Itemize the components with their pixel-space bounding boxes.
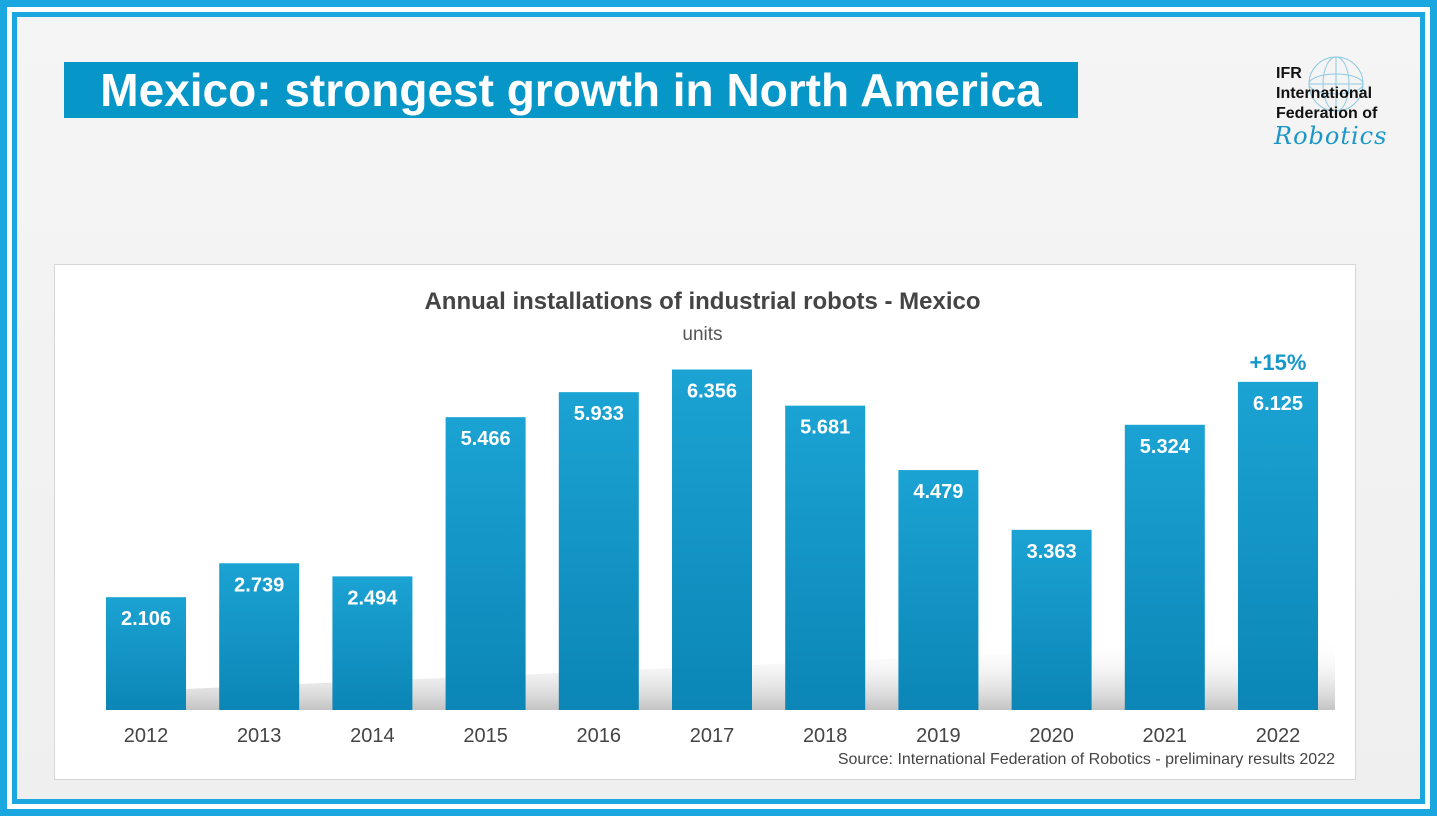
globe-icon [1308, 56, 1364, 112]
value-label-2019: 4.479 [913, 481, 963, 503]
x-tick-2014: 2014 [350, 725, 395, 747]
growth-annotation: +15% [1250, 350, 1307, 375]
logo-line-robotics: Robotics [1274, 122, 1388, 150]
value-label-2017: 6.356 [687, 381, 737, 403]
value-label-2013: 2.739 [234, 574, 284, 596]
value-label-2012: 2.106 [121, 608, 171, 630]
bar-2020 [1011, 529, 1092, 710]
bar-2014 [332, 576, 413, 710]
logo-line-international: International [1276, 85, 1373, 102]
value-label-2022: 6.125 [1253, 393, 1303, 415]
bar-2015 [445, 417, 526, 710]
source-note: Source: International Federation of Robo… [837, 751, 1335, 768]
bar-2017 [672, 369, 752, 710]
page-title: Mexico: strongest growth in North Americ… [100, 64, 1042, 116]
value-label-2018: 5.681 [800, 417, 850, 439]
x-tick-2015: 2015 [463, 725, 508, 747]
ifr-logo: IFR International Federation of Robotics [1270, 56, 1420, 156]
x-tick-2012: 2012 [124, 725, 169, 747]
value-label-2014: 2.494 [347, 587, 398, 609]
title-bar: Mexico: strongest growth in North Americ… [64, 62, 1078, 118]
value-label-2015: 5.466 [461, 428, 511, 450]
chart-subtitle: units [682, 324, 723, 345]
bar-2019 [898, 470, 979, 710]
x-tick-2020: 2020 [1029, 725, 1074, 747]
value-label-2021: 5.324 [1140, 436, 1191, 458]
bar-2021 [1124, 424, 1205, 710]
x-tick-2016: 2016 [577, 725, 622, 747]
x-tick-2018: 2018 [803, 725, 848, 747]
logo-line-ifr: IFR [1276, 65, 1302, 82]
x-tick-2022: 2022 [1256, 725, 1301, 747]
bar-2022 [1238, 381, 1318, 710]
x-tick-2013: 2013 [237, 725, 282, 747]
x-tick-2021: 2021 [1143, 725, 1188, 747]
x-tick-2019: 2019 [916, 725, 961, 747]
value-label-2020: 3.363 [1027, 541, 1077, 563]
bar-2012 [106, 597, 186, 710]
x-tick-2017: 2017 [690, 725, 735, 747]
bar-2018 [785, 405, 866, 710]
value-label-2016: 5.933 [574, 403, 624, 425]
bar-2016 [558, 392, 639, 710]
logo-line-federation: Federation of [1276, 105, 1378, 122]
bar-2013 [219, 563, 300, 710]
chart-title: Annual installations of industrial robot… [424, 288, 981, 315]
